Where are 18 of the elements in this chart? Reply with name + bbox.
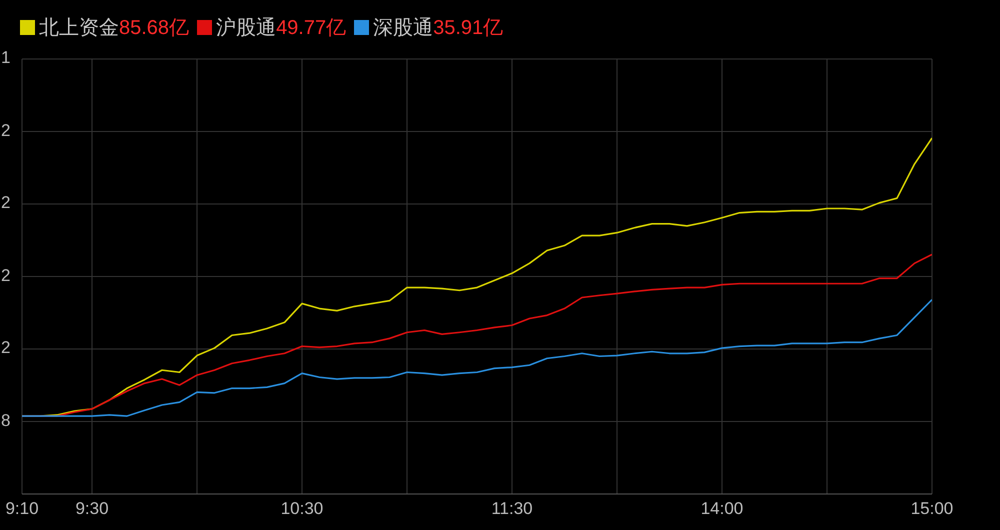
text: 85.68亿 [119, 16, 190, 41]
text: 49.77亿 [276, 16, 346, 41]
text: 2 [1, 338, 10, 358]
text: 8 [1, 410, 10, 430]
x-tick-label: 15:00 [910, 499, 954, 518]
text: 1 [1, 48, 10, 68]
x-tick-label: 11:30 [491, 499, 533, 518]
x-tick-label: 9:10 [5, 499, 39, 518]
text: 2 [1, 193, 10, 213]
x-tick-label: 9:30 [75, 499, 109, 518]
x-tick-label: 10:30 [280, 499, 324, 518]
text: 35.91亿 [433, 16, 504, 41]
text: 2 [1, 266, 10, 286]
legend-label: 深股通 [373, 16, 434, 41]
legend-label: 北上资金 [39, 16, 119, 41]
x-tick-label: 14:00 [700, 499, 744, 518]
legend-label: 沪股通 [216, 16, 276, 41]
text: 2 [1, 120, 10, 140]
